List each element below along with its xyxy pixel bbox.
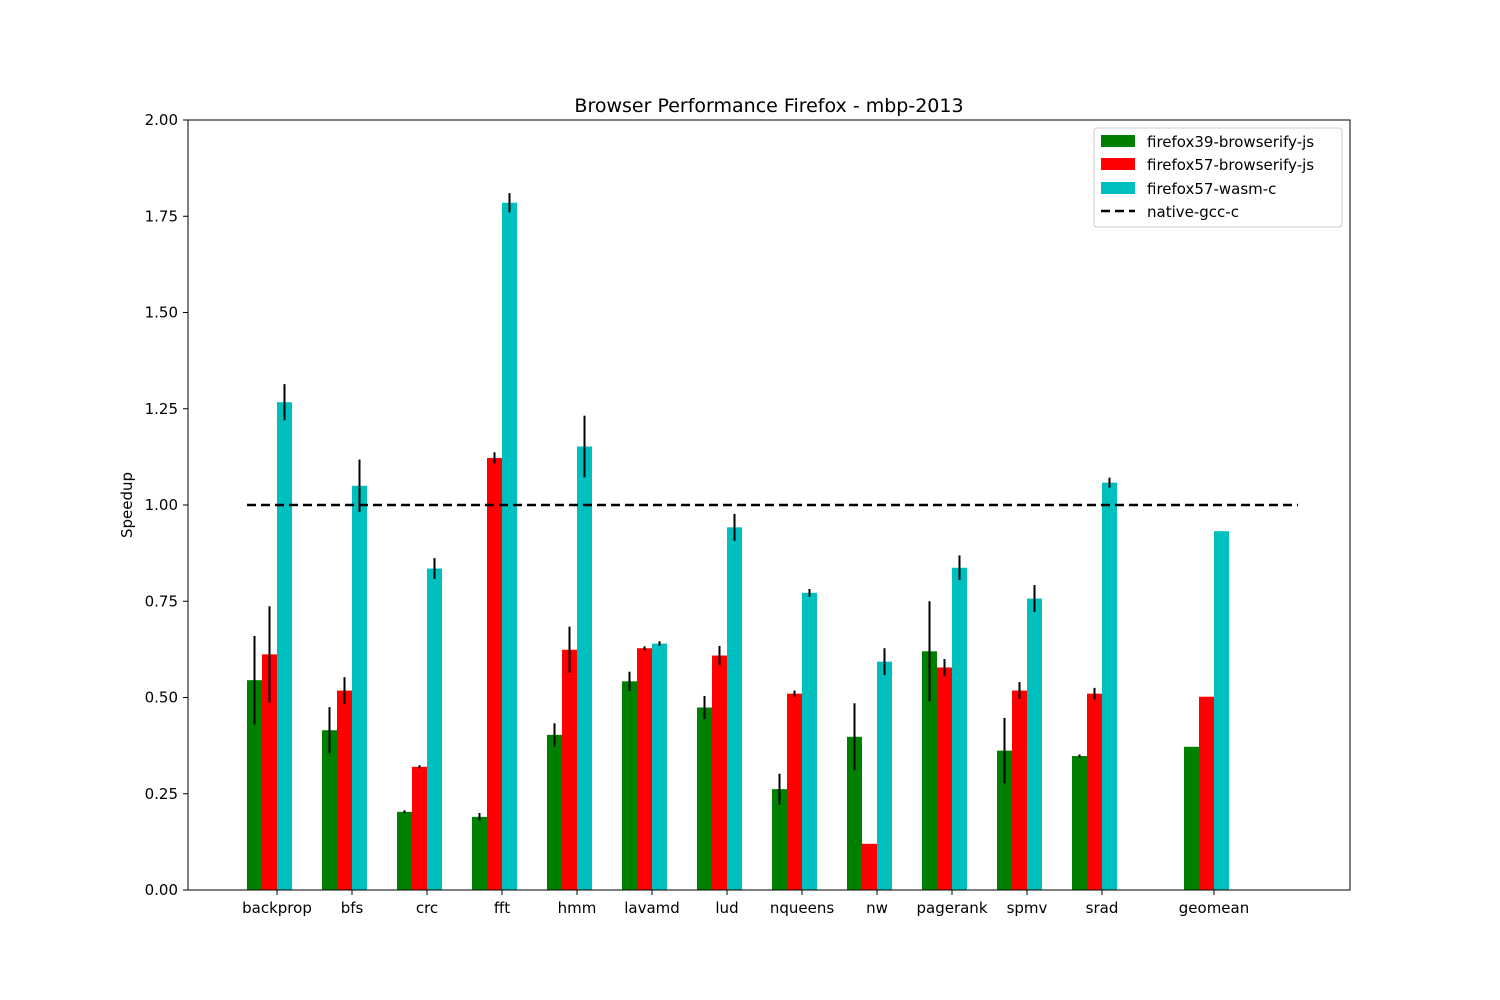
x-tick-label: bfs bbox=[341, 899, 364, 917]
bar-firefox39-browserify-js-lavamd bbox=[622, 681, 637, 890]
x-tick-label: geomean bbox=[1179, 899, 1249, 917]
bar-firefox57-browserify-js-lud bbox=[712, 655, 727, 890]
bar-firefox39-browserify-js-bfs bbox=[322, 730, 337, 890]
bar-firefox57-browserify-js-srad bbox=[1087, 693, 1102, 890]
bar-firefox39-browserify-js-geomean bbox=[1184, 746, 1199, 890]
bar-firefox39-browserify-js-srad bbox=[1072, 756, 1087, 890]
x-tick-label: fft bbox=[494, 899, 510, 917]
y-tick-label: 0.25 bbox=[145, 785, 178, 803]
plot-area: 0.00 0.25 0.50 0.75 1.00 1.25 1.50 1.75 2.00 back… bbox=[145, 111, 1298, 917]
x-tick-label: lud bbox=[715, 899, 738, 917]
bar-firefox39-browserify-js-hmm bbox=[547, 734, 562, 890]
bar-firefox39-browserify-js-nw bbox=[847, 736, 862, 890]
legend-label-firefox57-browserify-js: firefox57-browserify-js bbox=[1147, 156, 1314, 174]
legend-label-firefox39-browserify-js: firefox39-browserify-js bbox=[1147, 133, 1314, 151]
legend-swatch-firefox39-browserify-js bbox=[1101, 135, 1135, 147]
y-tick-label: 1.50 bbox=[145, 304, 178, 322]
bar-firefox57-wasm-c-pagerank bbox=[952, 567, 967, 890]
y-axis-label: Speedup bbox=[118, 472, 136, 538]
bar-firefox57-browserify-js-spmv bbox=[1012, 690, 1027, 890]
y-tick-label: 1.75 bbox=[145, 207, 178, 225]
legend-swatch-firefox57-browserify-js bbox=[1101, 158, 1135, 170]
bar-firefox57-wasm-c-spmv bbox=[1027, 598, 1042, 890]
bar-firefox39-browserify-js-backprop bbox=[247, 680, 262, 890]
legend-label-firefox57-wasm-c: firefox57-wasm-c bbox=[1147, 180, 1276, 198]
bar-firefox39-browserify-js-crc bbox=[397, 811, 412, 890]
bar-firefox57-browserify-js-lavamd bbox=[637, 648, 652, 890]
bar-firefox57-wasm-c-geomean bbox=[1214, 531, 1229, 890]
bar-firefox39-browserify-js-nqueens bbox=[772, 789, 787, 890]
chart-title: Browser Performance Firefox - mbp-2013 bbox=[574, 95, 963, 117]
bar-firefox57-wasm-c-nw bbox=[877, 661, 892, 890]
x-tick-label: srad bbox=[1086, 899, 1119, 917]
y-tick-label: 0.00 bbox=[145, 881, 178, 899]
bar-firefox57-browserify-js-pagerank bbox=[937, 667, 952, 890]
bar-firefox57-wasm-c-crc bbox=[427, 568, 442, 890]
bar-firefox57-wasm-c-backprop bbox=[277, 402, 292, 890]
legend-box bbox=[1093, 127, 1343, 228]
bar-firefox39-browserify-js-spmv bbox=[997, 750, 1012, 890]
bar-firefox57-browserify-js-bfs bbox=[337, 690, 352, 890]
bar-firefox39-browserify-js-lud bbox=[697, 707, 712, 890]
bar-firefox39-browserify-js-pagerank bbox=[922, 651, 937, 890]
x-tick-label: hmm bbox=[558, 899, 597, 917]
legend: firefox39-browserify-js firefox57-browser… bbox=[1093, 127, 1343, 228]
x-tick-label: crc bbox=[416, 899, 438, 917]
bar-firefox57-browserify-js-nw bbox=[862, 843, 877, 890]
legend-swatch-firefox57-wasm-c bbox=[1101, 182, 1135, 194]
plot-frame bbox=[187, 119, 1351, 891]
bar-firefox57-wasm-c-bfs bbox=[352, 485, 367, 890]
x-tick-label: lavamd bbox=[624, 899, 680, 917]
bar-firefox57-wasm-c-lavamd bbox=[652, 643, 667, 890]
bar-firefox57-wasm-c-fft bbox=[502, 202, 517, 890]
bar-firefox57-browserify-js-geomean bbox=[1199, 696, 1214, 890]
y-tick-label: 0.75 bbox=[145, 592, 178, 610]
x-tick-label: spmv bbox=[1007, 899, 1048, 917]
bar-firefox57-wasm-c-hmm bbox=[577, 446, 592, 890]
bar-firefox57-wasm-c-nqueens bbox=[802, 592, 817, 890]
y-tick-label: 1.25 bbox=[145, 400, 178, 418]
bar-firefox39-browserify-js-fft bbox=[472, 816, 487, 890]
x-tick-label: nqueens bbox=[770, 899, 834, 917]
bar-firefox57-browserify-js-hmm bbox=[562, 649, 577, 890]
x-tick-label: backprop bbox=[242, 899, 312, 917]
bar-firefox57-browserify-js-fft bbox=[487, 458, 502, 890]
bar-firefox57-browserify-js-backprop bbox=[262, 654, 277, 890]
bar-firefox57-wasm-c-lud bbox=[727, 527, 742, 890]
legend-label-native-gcc-c: native-gcc-c bbox=[1147, 203, 1239, 221]
bar-firefox57-wasm-c-srad bbox=[1102, 482, 1117, 890]
y-tick-label: 1.00 bbox=[145, 496, 178, 514]
y-tick-label: 2.00 bbox=[145, 111, 178, 129]
bar-firefox57-browserify-js-crc bbox=[412, 766, 427, 890]
y-tick-label: 0.50 bbox=[145, 689, 178, 707]
x-tick-label: nw bbox=[866, 899, 888, 917]
bar-firefox57-browserify-js-nqueens bbox=[787, 693, 802, 890]
x-tick-label: pagerank bbox=[916, 899, 987, 917]
